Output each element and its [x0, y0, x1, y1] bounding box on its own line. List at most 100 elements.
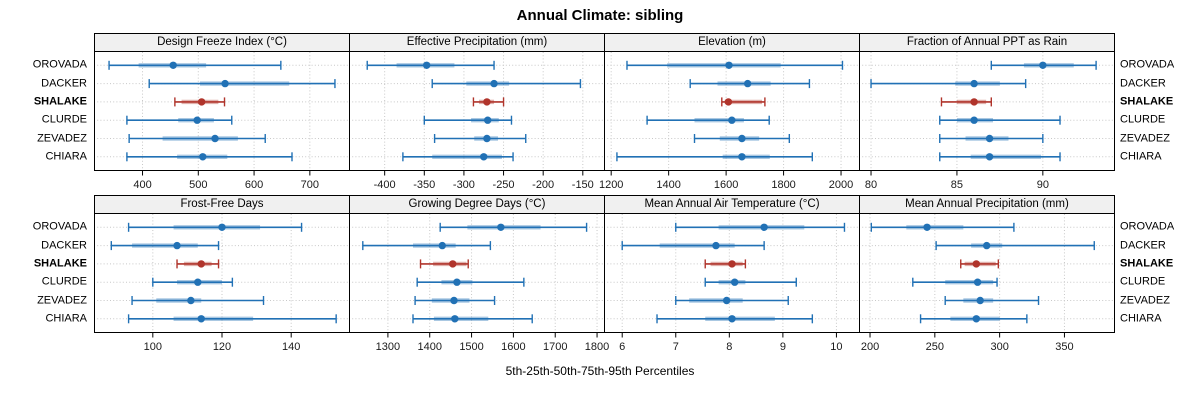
panel-box: Fraction of Annual PPT as Rain	[859, 33, 1115, 171]
series-chiara	[126, 152, 293, 162]
site-label-left-shalake: SHALAKE	[33, 257, 87, 270]
series-chiara	[127, 314, 337, 324]
series-orovada	[626, 60, 844, 70]
tick-label: 1600	[501, 341, 525, 353]
tick-label: 1400	[417, 341, 441, 353]
panel-plot	[95, 52, 349, 170]
site-label-left-orovada: OROVADA	[32, 220, 87, 233]
panel-fraction-of-annual-ppt-as-rain: Fraction of Annual PPT as Rain 80 85 90	[859, 33, 1115, 195]
panel-x-axis: 1200 1400 1600 1800 2000	[599, 171, 853, 191]
series-clurde	[704, 277, 797, 287]
series-dacker	[689, 79, 811, 89]
series-chiara	[616, 152, 814, 162]
series-zevadez	[675, 296, 789, 305]
panel-plot	[350, 52, 604, 170]
site-label-left-dacker: DACKER	[41, 239, 87, 252]
series-orovada	[870, 222, 1015, 232]
site-label-right-chiara: CHIARA	[1120, 150, 1162, 163]
site-label-right-shalake: SHALAKE	[1120, 257, 1174, 270]
tick-label: 7	[673, 341, 679, 353]
series-shalake	[472, 97, 505, 107]
series-shalake	[940, 97, 992, 107]
panel-x-axis: 80 85 90	[865, 171, 1049, 191]
series-orovada	[108, 60, 282, 70]
site-label-left-chiara: CHIARA	[45, 150, 87, 163]
panel-plot	[605, 52, 859, 170]
tick-label: 9	[780, 341, 786, 353]
site-label-left-clurde: CLURDE	[41, 113, 87, 126]
series-zevadez	[433, 134, 527, 143]
series-zevadez	[693, 134, 791, 143]
panel-plot	[95, 214, 349, 332]
series-shalake	[176, 259, 220, 269]
tick-label: 1800	[771, 179, 795, 191]
panel-box: Effective Precipitation (mm)	[349, 33, 605, 171]
series-shalake	[704, 259, 747, 269]
tick-label: 1300	[376, 341, 400, 353]
series-orovada	[366, 60, 495, 70]
site-label-right-chiara: CHIARA	[1120, 312, 1162, 325]
tick-label: 1200	[599, 179, 623, 191]
panel-x-axis: 200 250 300 350	[861, 333, 1074, 353]
site-label-left-orovada: OROVADA	[32, 58, 87, 71]
series-dacker	[870, 79, 1027, 89]
series-clurde	[646, 115, 770, 125]
panel-box: Mean Annual Precipitation (mm)	[859, 195, 1115, 333]
panel-effective-precipitation-mm: Effective Precipitation (mm) -400 -350 -300…	[349, 33, 605, 195]
series-dacker	[621, 241, 765, 251]
tick-label: 1500	[459, 341, 483, 353]
panel-box: Frost-Free Days	[94, 195, 350, 333]
panel-header: Mean Annual Air Temperature (°C)	[605, 196, 859, 214]
panel-plot	[860, 214, 1114, 332]
panel-header: Design Freeze Index (°C)	[95, 34, 349, 52]
tick-label: -300	[453, 179, 475, 191]
series-chiara	[656, 314, 814, 324]
panel-plot	[350, 214, 604, 332]
site-label-left-chiara: CHIARA	[45, 312, 87, 325]
panel-header: Mean Annual Precipitation (mm)	[860, 196, 1114, 214]
tick-label: 700	[301, 179, 319, 191]
series-shalake	[960, 259, 1000, 269]
panel-mean-annual-air-temperature-c: Mean Annual Air Temperature (°C) 6 7 8 9 10	[604, 195, 860, 357]
panel-plot	[605, 214, 859, 332]
chart-title: Annual Climate: sibling	[516, 7, 684, 24]
series-dacker	[110, 241, 220, 251]
panel-box: Growing Degree Days (°C)	[349, 195, 605, 333]
tick-label: 600	[245, 179, 263, 191]
tick-label: 1700	[543, 341, 567, 353]
series-orovada	[990, 60, 1097, 70]
site-label-right-dacker: DACKER	[1120, 77, 1166, 90]
panel-header: Growing Degree Days (°C)	[350, 196, 604, 214]
site-labels-left: OROVADA DACKER SHALAKE CLURDE ZEVADEZ CHIARA	[0, 33, 94, 171]
panel-plot	[860, 52, 1114, 170]
series-shalake	[419, 259, 469, 269]
series-orovada	[675, 222, 846, 232]
series-clurde	[126, 115, 233, 125]
series-clurde	[423, 115, 513, 125]
tick-label: 200	[861, 341, 879, 353]
series-dacker	[148, 79, 336, 89]
panel-grid: OROVADA DACKER SHALAKE CLURDE ZEVADEZ CHIARA D…	[0, 33, 1200, 357]
site-label-right-zevadez: ZEVADEZ	[1120, 294, 1170, 306]
panel-header: Effective Precipitation (mm)	[350, 34, 604, 52]
tick-label: 85	[951, 179, 963, 191]
tick-label: 90	[1037, 179, 1049, 191]
tick-label: 6	[619, 341, 625, 353]
site-label-right-orovada: OROVADA	[1120, 58, 1175, 71]
tick-label: 1800	[585, 341, 609, 353]
tick-label: 80	[865, 179, 877, 191]
tick-label: -200	[532, 179, 554, 191]
panel-growing-degree-days-c: Growing Degree Days (°C) 1300 1400 1500 1600…	[349, 195, 609, 357]
panel-x-axis: 100 120 140	[144, 333, 300, 353]
series-clurde	[416, 277, 525, 287]
series-chiara	[412, 314, 533, 324]
panel-frost-free-days: Frost-Free Days 100 120 140	[94, 195, 350, 357]
site-labels-left: OROVADA DACKER SHALAKE CLURDE ZEVADEZ CHIARA	[0, 195, 94, 333]
tick-label: 250	[926, 341, 944, 353]
panel-row-1: OROVADA DACKER SHALAKE CLURDE ZEVADEZ CHIARA F…	[0, 195, 1200, 357]
x-axis-label: 5th-25th-50th-75th-95th Percentiles	[505, 364, 695, 378]
series-zevadez	[128, 134, 266, 143]
series-clurde	[152, 277, 234, 287]
panel-design-freeze-index-c: Design Freeze Index (°C) 400 500 600 700	[94, 33, 350, 195]
site-label-left-clurde: CLURDE	[41, 275, 87, 288]
